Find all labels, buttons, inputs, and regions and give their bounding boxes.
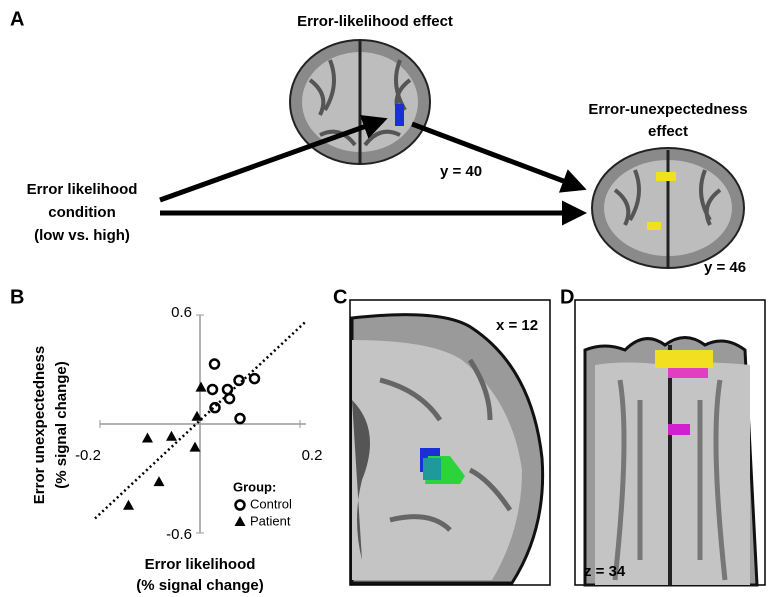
- brain-title: effect: [648, 123, 688, 140]
- slice-label: y = 40: [440, 163, 482, 180]
- figure: A B C D Error-likelihood effect y = 40 E…: [0, 0, 768, 597]
- page: {"panel_labels": ["A", "B", "C", "D"], "…: [0, 0, 768, 597]
- legend-title: Group:: [233, 479, 276, 494]
- legend-marker: [236, 501, 245, 510]
- circle-point: [236, 414, 245, 423]
- condition-label: Error likelihood: [27, 181, 138, 198]
- y-tick-label: -0.6: [166, 526, 192, 543]
- scatter-chart: -0.2 0.2 -0.6 0.6 Error likelihood (% signal …: [31, 304, 322, 594]
- circle-point: [225, 394, 234, 403]
- brain-coronal: [592, 148, 744, 268]
- x-axis-label: (% signal change): [136, 577, 264, 594]
- triangle-point: [123, 500, 134, 510]
- condition-label: condition: [48, 204, 116, 221]
- y-tick-label: 0.6: [171, 304, 192, 321]
- condition-label: (low vs. high): [34, 227, 130, 244]
- x-axis-label: Error likelihood: [145, 556, 256, 573]
- circle-point: [208, 385, 217, 394]
- slice-label: z = 34: [584, 563, 626, 580]
- slice-label: x = 12: [496, 317, 538, 334]
- panel-label: A: [10, 8, 24, 30]
- slice-label: y = 46: [704, 259, 746, 276]
- legend-label: Patient: [250, 513, 291, 528]
- panel-label: C: [333, 286, 347, 308]
- brain-axial: [575, 300, 765, 585]
- legend-label: Control: [250, 496, 292, 511]
- y-axis-label: Error unexpectedness: [31, 346, 48, 504]
- triangle-point: [192, 411, 203, 421]
- circle-point: [210, 360, 219, 369]
- circle-point: [250, 374, 259, 383]
- panel-label: B: [10, 286, 24, 308]
- triangle-point: [166, 431, 177, 441]
- x-tick-label: 0.2: [302, 447, 323, 464]
- circle-point: [223, 385, 232, 394]
- arrow: [412, 124, 582, 188]
- x-tick-label: -0.2: [75, 447, 101, 464]
- y-axis-label: (% signal change): [53, 361, 70, 489]
- triangle-point: [190, 442, 201, 452]
- triangle-point: [142, 433, 153, 443]
- brain-sagittal: [350, 300, 550, 585]
- legend-marker: [235, 516, 246, 526]
- triangle-point: [196, 382, 207, 392]
- brain-title: Error-likelihood effect: [297, 13, 453, 30]
- triangle-point: [154, 476, 165, 486]
- brain-title: Error-unexpectedness: [588, 101, 747, 118]
- panel-label: D: [560, 286, 574, 308]
